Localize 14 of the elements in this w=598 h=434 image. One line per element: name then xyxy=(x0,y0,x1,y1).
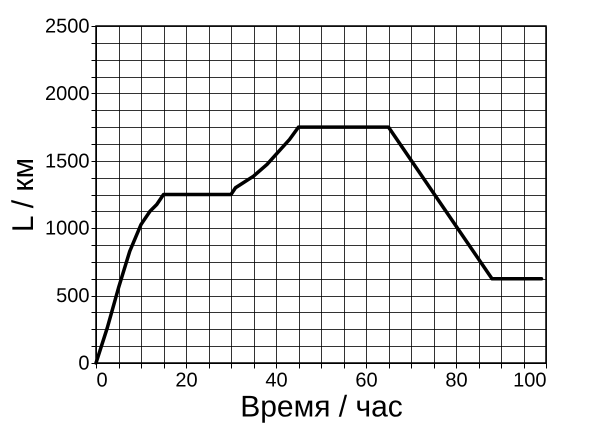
x-tick-label: 100 xyxy=(513,370,546,392)
x-tick-label: 40 xyxy=(265,370,288,392)
y-tick-label: 1500 xyxy=(45,150,90,172)
y-tick-label: 0 xyxy=(78,352,90,374)
y-axis-title: L / км xyxy=(7,158,40,232)
x-tick-label: 60 xyxy=(355,370,378,392)
x-tick-label: 80 xyxy=(445,370,468,392)
y-tick-label: 2500 xyxy=(45,16,90,38)
y-tick-label: 1000 xyxy=(45,218,90,240)
x-tick-label: 0 xyxy=(96,370,108,392)
y-tick-label: 500 xyxy=(56,285,90,308)
x-axis-title: Время / час xyxy=(240,390,403,424)
x-tick-label: 20 xyxy=(175,370,198,392)
y-tick-label: 2000 xyxy=(45,82,90,105)
